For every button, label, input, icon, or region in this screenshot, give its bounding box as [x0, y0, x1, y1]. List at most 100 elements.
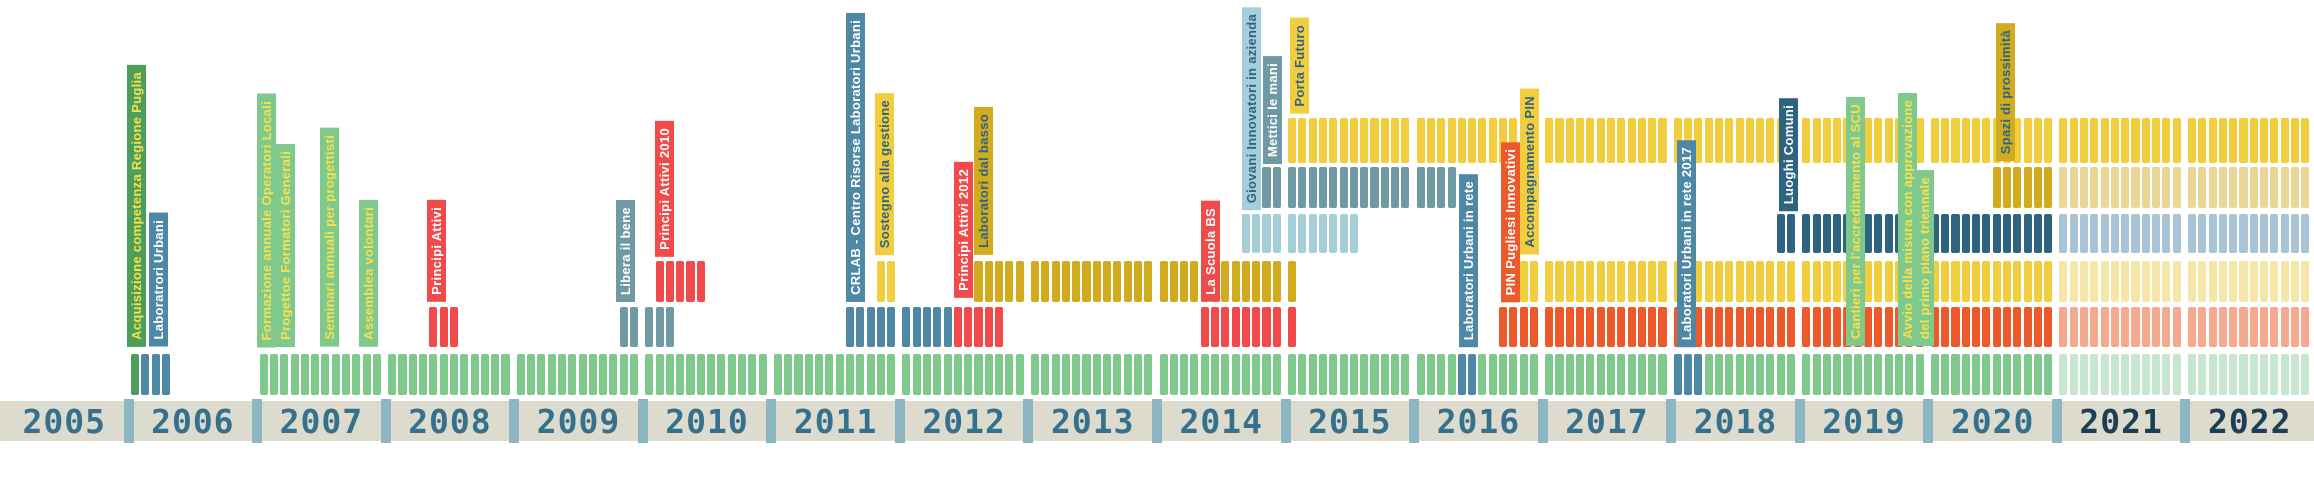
- month-tick: [1221, 307, 1230, 347]
- month-tick: [2229, 214, 2238, 253]
- month-tick: [419, 354, 428, 395]
- month-tick: [995, 261, 1004, 302]
- month-tick: [1339, 354, 1348, 395]
- month-tick: [1272, 214, 1281, 253]
- month-tick: [2152, 118, 2161, 163]
- month-tick: [2033, 261, 2042, 302]
- month-tick: [2002, 261, 2011, 302]
- month-tick: [2260, 214, 2269, 253]
- month-tick: [1884, 354, 1893, 395]
- month-tick: [1658, 307, 1667, 347]
- month-tick: [1735, 354, 1744, 395]
- project-label: Principi Attivi 2012: [954, 162, 973, 298]
- month-tick: [1437, 118, 1446, 163]
- month-tick: [2079, 118, 2089, 163]
- month-tick: [943, 307, 952, 347]
- month-tick: [439, 307, 448, 347]
- month-tick: [151, 354, 160, 395]
- month-tick: [1658, 118, 1667, 163]
- month-tick: [1576, 118, 1585, 163]
- month-tick: [1555, 354, 1564, 395]
- project-label: Laboratori Urbani in rete: [1459, 173, 1478, 347]
- month-tick: [1802, 118, 1811, 163]
- month-tick: [2141, 118, 2150, 163]
- month-tick: [2152, 214, 2161, 253]
- month-tick: [815, 354, 824, 395]
- month-tick: [876, 307, 885, 347]
- month-tick: [1349, 214, 1358, 253]
- month-tick: [2290, 307, 2299, 347]
- month-tick: [1051, 354, 1060, 395]
- month-tick: [1180, 354, 1189, 395]
- month-tick: [1905, 354, 1914, 395]
- month-tick: [2079, 261, 2089, 302]
- month-tick: [2270, 354, 2279, 395]
- month-tick: [1005, 354, 1014, 395]
- month-tick: [1555, 307, 1564, 347]
- month-tick: [1714, 261, 1723, 302]
- month-tick: [1606, 354, 1616, 395]
- month-tick: [1545, 261, 1554, 302]
- month-tick: [131, 354, 140, 395]
- project-label: Spazi di prossimità: [1996, 22, 2015, 161]
- month-tick: [1714, 307, 1723, 347]
- month-tick: [2044, 261, 2053, 302]
- month-tick: [1951, 118, 1960, 163]
- month-tick: [1704, 261, 1713, 302]
- month-tick: [2090, 167, 2099, 208]
- month-tick: [665, 354, 674, 395]
- month-tick: [2218, 167, 2227, 208]
- project-label: Sostegno alla gestione: [875, 92, 894, 255]
- month-tick: [655, 354, 664, 395]
- month-tick: [902, 354, 911, 395]
- month-tick: [665, 261, 674, 302]
- month-tick: [2033, 118, 2042, 163]
- month-tick: [1123, 354, 1132, 395]
- month-tick: [1272, 354, 1281, 395]
- month-tick: [2260, 354, 2269, 395]
- month-tick: [1833, 214, 1842, 253]
- month-tick: [2172, 214, 2181, 253]
- month-tick: [2121, 118, 2130, 163]
- year-label: 2006: [151, 401, 235, 441]
- project-label: La Scuola BS: [1201, 201, 1220, 302]
- month-tick: [2290, 261, 2299, 302]
- month-tick: [527, 354, 536, 395]
- month-tick: [2059, 354, 2068, 395]
- month-tick: [2249, 307, 2258, 347]
- month-tick: [1786, 307, 1796, 347]
- month-tick: [398, 354, 407, 395]
- month-tick: [1565, 354, 1574, 395]
- month-tick: [578, 354, 587, 395]
- month-tick: [2172, 354, 2181, 395]
- month-tick: [1144, 354, 1153, 395]
- month-tick: [372, 354, 381, 395]
- year-label: 2007: [279, 401, 364, 441]
- month-tick: [2280, 354, 2289, 395]
- month-tick: [1941, 214, 1950, 253]
- month-tick: [1822, 307, 1831, 347]
- month-tick: [2033, 214, 2042, 253]
- month-tick: [1745, 118, 1754, 163]
- year-label: 2005: [22, 401, 107, 441]
- month-tick: [2198, 167, 2207, 208]
- project-label: Laboratori dal basso: [974, 107, 993, 255]
- month-tick: [1318, 118, 1328, 163]
- month-tick: [2301, 261, 2310, 302]
- month-tick: [2044, 307, 2053, 347]
- month-tick: [1288, 214, 1297, 253]
- month-tick: [2069, 167, 2078, 208]
- year-separator: [509, 399, 520, 443]
- month-tick: [856, 354, 865, 395]
- month-tick: [1437, 167, 1446, 208]
- month-tick: [2198, 354, 2207, 395]
- month-tick: [491, 354, 500, 395]
- month-tick: [974, 354, 983, 395]
- month-tick: [269, 354, 278, 395]
- month-tick: [2208, 167, 2217, 208]
- month-tick: [2141, 354, 2150, 395]
- month-tick: [1288, 354, 1297, 395]
- month-tick: [2023, 118, 2032, 163]
- month-tick: [1509, 307, 1518, 347]
